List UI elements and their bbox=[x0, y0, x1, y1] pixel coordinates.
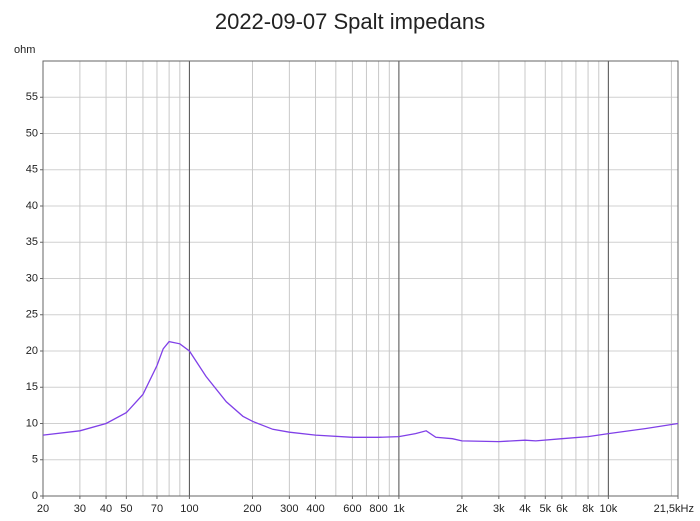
x-tick-label: 6k bbox=[556, 503, 568, 515]
chart-title: 2022-09-07 Spalt impedans bbox=[215, 9, 485, 34]
x-tick-label: 400 bbox=[306, 503, 324, 515]
x-tick-label: 20 bbox=[37, 503, 49, 515]
x-tick-label: 4k bbox=[519, 503, 531, 515]
x-tick-label: 8k bbox=[582, 503, 594, 515]
y-axis-label: ohm bbox=[14, 44, 35, 56]
x-tick-label: 3k bbox=[493, 503, 505, 515]
x-tick-label: 70 bbox=[151, 503, 163, 515]
impedance-line bbox=[42, 340, 679, 443]
y-tick-label: 5 bbox=[32, 454, 38, 466]
x-tick-label: 800 bbox=[369, 503, 387, 515]
y-tick-label: 10 bbox=[26, 417, 38, 429]
x-tick-label: 50 bbox=[120, 503, 132, 515]
y-tick-label: 40 bbox=[26, 200, 38, 212]
x-tick-label: 10k bbox=[599, 503, 617, 515]
y-tick-label: 15 bbox=[26, 381, 38, 393]
x-tick-label: 5k bbox=[539, 503, 551, 515]
y-tick-label: 20 bbox=[26, 345, 38, 357]
x-tick-label: 200 bbox=[243, 503, 261, 515]
x-tick-label: 21,5kHz bbox=[654, 503, 694, 515]
x-tick-label: 40 bbox=[100, 503, 112, 515]
x-tick-label: 100 bbox=[180, 503, 198, 515]
y-tick-label: 55 bbox=[26, 91, 38, 103]
x-tick-label: 300 bbox=[280, 503, 298, 515]
y-tick-label: 45 bbox=[26, 164, 38, 176]
y-tick-label: 0 bbox=[32, 490, 38, 502]
x-tick-label: 1k bbox=[393, 503, 405, 515]
x-tick-label: 600 bbox=[343, 503, 361, 515]
y-tick-label: 35 bbox=[26, 236, 38, 248]
x-tick-label: 30 bbox=[74, 503, 86, 515]
y-tick-label: 50 bbox=[26, 127, 38, 139]
y-tick-label: 30 bbox=[26, 272, 38, 284]
x-tick-label: 2k bbox=[456, 503, 468, 515]
y-tick-label: 25 bbox=[26, 309, 38, 321]
